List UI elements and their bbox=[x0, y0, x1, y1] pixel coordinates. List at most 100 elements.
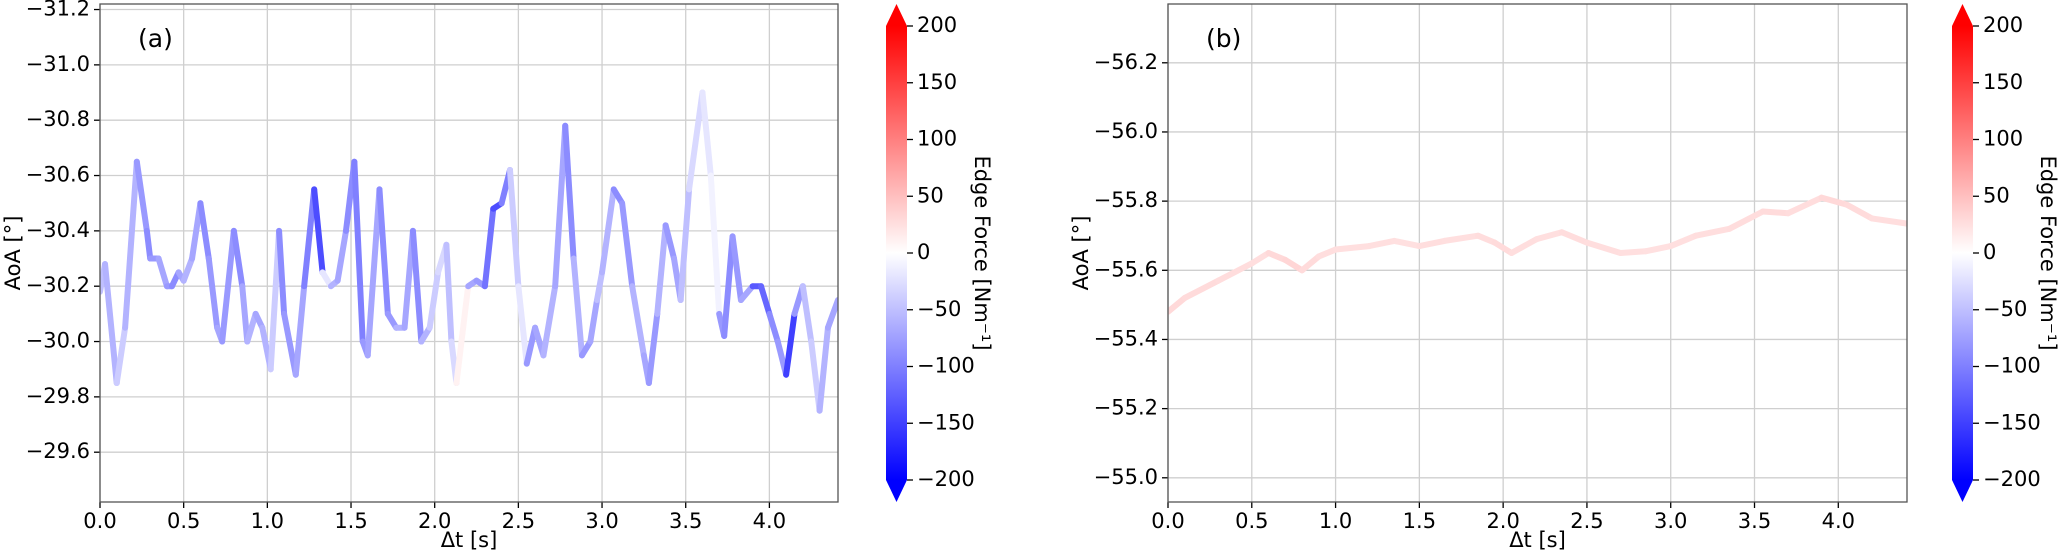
x-tick-label: 3.0 bbox=[585, 509, 618, 533]
line-segment bbox=[426, 269, 442, 331]
plot-frame bbox=[99, 3, 839, 503]
colorbar-tick-label: 200 bbox=[1983, 13, 2023, 37]
line-segment bbox=[1366, 237, 1398, 250]
line-segment bbox=[816, 324, 831, 414]
line-segment bbox=[1759, 208, 1792, 217]
line-segment bbox=[1491, 239, 1515, 256]
line-group bbox=[1168, 194, 1907, 315]
y-tick-label: −31.0 bbox=[26, 52, 90, 76]
line-segment bbox=[552, 122, 569, 290]
y-tick-label: −29.6 bbox=[26, 439, 90, 463]
colorbar-extend-min bbox=[886, 480, 907, 502]
colorbar-tick-label: −200 bbox=[1983, 467, 2041, 491]
colorbar-tick-label: −150 bbox=[917, 410, 975, 434]
line-segment bbox=[766, 310, 781, 345]
x-tick-label: 3.5 bbox=[669, 509, 702, 533]
x-tick-label: 2.5 bbox=[1570, 509, 1603, 533]
line-segment bbox=[629, 283, 647, 359]
line-segment bbox=[1248, 250, 1272, 267]
line-segment bbox=[599, 186, 617, 276]
colorbar bbox=[1952, 26, 1973, 480]
line-segment bbox=[1181, 277, 1222, 301]
x-tick-label: 3.5 bbox=[1738, 509, 1771, 533]
colorbar-extend-max bbox=[1952, 4, 1973, 26]
panel-label: (a) bbox=[138, 24, 173, 53]
x-tick-label: 3.0 bbox=[1654, 509, 1687, 533]
line-segment bbox=[1785, 194, 1825, 217]
y-axis-label: AoA [°] bbox=[1069, 216, 1093, 291]
line-segment bbox=[1282, 256, 1306, 274]
line-segment bbox=[180, 255, 196, 284]
x-tick-label: 0.5 bbox=[167, 509, 200, 533]
x-axis-label: Δt [s] bbox=[1509, 528, 1566, 552]
x-tick-label: 1.5 bbox=[1403, 509, 1436, 533]
x-tick-label: 0.0 bbox=[83, 509, 116, 533]
line-segment bbox=[409, 227, 425, 345]
line-segment bbox=[1441, 232, 1482, 244]
colorbar-tick-label: −50 bbox=[917, 297, 961, 321]
x-tick-label: 0.0 bbox=[1151, 509, 1184, 533]
colorbar-extend-max bbox=[886, 4, 907, 26]
line-segment bbox=[645, 310, 661, 387]
line-segment bbox=[507, 167, 522, 290]
colorbar-tick-label: 150 bbox=[1983, 70, 2023, 94]
x-axis-label: Δt [s] bbox=[441, 528, 498, 552]
line-segment bbox=[239, 283, 251, 345]
line-segment bbox=[758, 283, 773, 317]
line-segment bbox=[1843, 201, 1875, 222]
line-segment bbox=[113, 324, 129, 387]
line-segment bbox=[230, 227, 246, 290]
line-segment bbox=[707, 172, 723, 317]
line-segment bbox=[1168, 294, 1188, 315]
colorbar-tick-label: 0 bbox=[917, 240, 930, 264]
y-tick-label: −30.6 bbox=[26, 163, 90, 187]
line-segment bbox=[376, 186, 391, 317]
y-tick-label: −30.0 bbox=[26, 329, 90, 353]
x-tick-label: 2.0 bbox=[1486, 509, 1519, 533]
colorbar-tick-label: 100 bbox=[1983, 127, 2023, 151]
line-segment bbox=[143, 227, 154, 262]
x-tick-label: 4.0 bbox=[753, 509, 786, 533]
line-segment bbox=[1533, 229, 1565, 243]
line-segment bbox=[1299, 253, 1322, 274]
line-segment bbox=[219, 227, 237, 345]
line-segment bbox=[1642, 243, 1674, 255]
y-tick-label: −55.0 bbox=[1094, 465, 1158, 489]
line-segment bbox=[1818, 194, 1850, 208]
line-segment bbox=[1475, 232, 1498, 246]
line-segment bbox=[540, 283, 559, 359]
y-tick-label: −56.2 bbox=[1094, 50, 1158, 74]
line-segment bbox=[244, 310, 259, 345]
colorbar-extend-min bbox=[1952, 480, 1973, 502]
panel-label: (b) bbox=[1206, 24, 1241, 53]
y-tick-label: −31.2 bbox=[26, 0, 90, 21]
x-tick-label: 4.0 bbox=[1822, 509, 1855, 533]
line-segment bbox=[133, 158, 150, 234]
line-segment bbox=[1508, 236, 1540, 256]
line-segment bbox=[677, 186, 693, 304]
line-segment bbox=[737, 283, 756, 304]
line-segment bbox=[351, 158, 366, 345]
line-segment bbox=[562, 122, 577, 262]
colorbar-label: Edge Force [Nm⁻¹] bbox=[970, 155, 994, 350]
line-segment bbox=[515, 283, 530, 367]
line-segment bbox=[523, 324, 539, 367]
line-segment bbox=[453, 283, 472, 387]
line-segment bbox=[570, 255, 585, 359]
line-segment bbox=[205, 255, 221, 331]
colorbar bbox=[886, 26, 907, 480]
line-segment bbox=[619, 200, 636, 290]
line-segment bbox=[1416, 237, 1448, 250]
line-segment bbox=[1332, 243, 1373, 253]
colorbar-tick-label: 200 bbox=[917, 13, 957, 37]
line-segment bbox=[1265, 250, 1289, 263]
line-segment bbox=[1583, 239, 1624, 256]
line-segment bbox=[686, 89, 706, 193]
x-tick-label: 0.5 bbox=[1235, 509, 1268, 533]
line-segment bbox=[1667, 232, 1699, 250]
line-segment bbox=[1868, 215, 1907, 227]
line-segment bbox=[443, 241, 455, 345]
line-segment bbox=[122, 158, 140, 331]
colorbar-tick-label: −100 bbox=[917, 354, 975, 378]
colorbar-tick-label: 50 bbox=[1983, 183, 2010, 207]
